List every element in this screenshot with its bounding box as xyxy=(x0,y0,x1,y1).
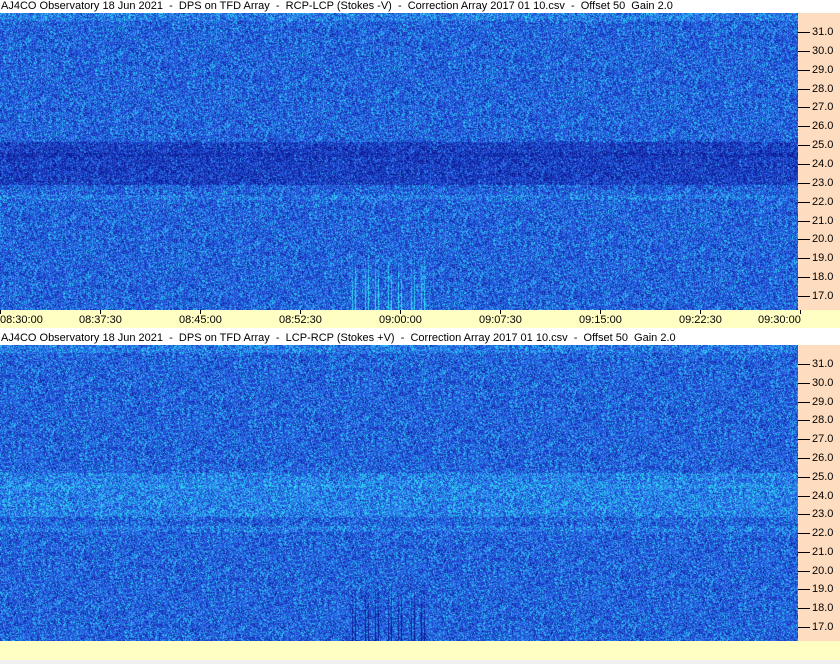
y-tick: 23.0 xyxy=(798,508,840,520)
y-tick: 29.0 xyxy=(798,396,840,408)
time-axis-2 xyxy=(0,641,840,660)
y-tick: 22.0 xyxy=(798,196,840,208)
panel-2-title: AJ4CO Observatory 18 Jun 2021 - DPS on T… xyxy=(0,332,840,345)
time-axis: 08:30:00 08:37:30 08:45:00 08:52:30 09:00:00… xyxy=(0,310,840,328)
y-tick: 28.0 xyxy=(798,83,840,95)
y-tick: 29.0 xyxy=(798,64,840,76)
y-tick: 26.0 xyxy=(798,120,840,132)
y-tick: 31.0 xyxy=(798,26,840,38)
y-tick: 25.0 xyxy=(798,471,840,483)
y-tick: 23.0 xyxy=(798,177,840,189)
y-tick: 21.0 xyxy=(798,215,840,227)
y-tick: 18.0 xyxy=(798,271,840,283)
y-tick: 19.0 xyxy=(798,252,840,264)
spectrogram-rcp-lcp xyxy=(0,13,798,310)
y-tick: 17.0 xyxy=(798,290,840,302)
y-tick: 31.0 xyxy=(798,358,840,370)
y-tick: 30.0 xyxy=(798,45,840,57)
y-tick: 21.0 xyxy=(798,546,840,558)
spectrogram-lcp-rcp xyxy=(0,345,798,641)
y-tick: 20.0 xyxy=(798,565,840,577)
y-tick: 28.0 xyxy=(798,414,840,426)
y-tick: 27.0 xyxy=(798,433,840,445)
y-tick: 18.0 xyxy=(798,602,840,614)
frequency-axis-1: 17.0 18.0 19.0 20.0 21.0 22.0 23.0 24.0 25.0 26.0… xyxy=(798,13,840,310)
y-tick: 24.0 xyxy=(798,490,840,502)
y-tick: 20.0 xyxy=(798,233,840,245)
y-tick: 24.0 xyxy=(798,158,840,170)
y-tick: 27.0 xyxy=(798,101,840,113)
y-tick: 22.0 xyxy=(798,527,840,539)
y-tick: 19.0 xyxy=(798,583,840,595)
y-tick: 25.0 xyxy=(798,139,840,151)
y-tick: 26.0 xyxy=(798,452,840,464)
frequency-axis-2: 17.0 18.0 19.0 20.0 21.0 22.0 23.0 24.0 25.0 26.0… xyxy=(798,345,840,641)
y-tick: 30.0 xyxy=(798,377,840,389)
y-tick: 17.0 xyxy=(798,621,840,633)
panel-1-title: AJ4CO Observatory 18 Jun 2021 - DPS on T… xyxy=(0,0,840,13)
